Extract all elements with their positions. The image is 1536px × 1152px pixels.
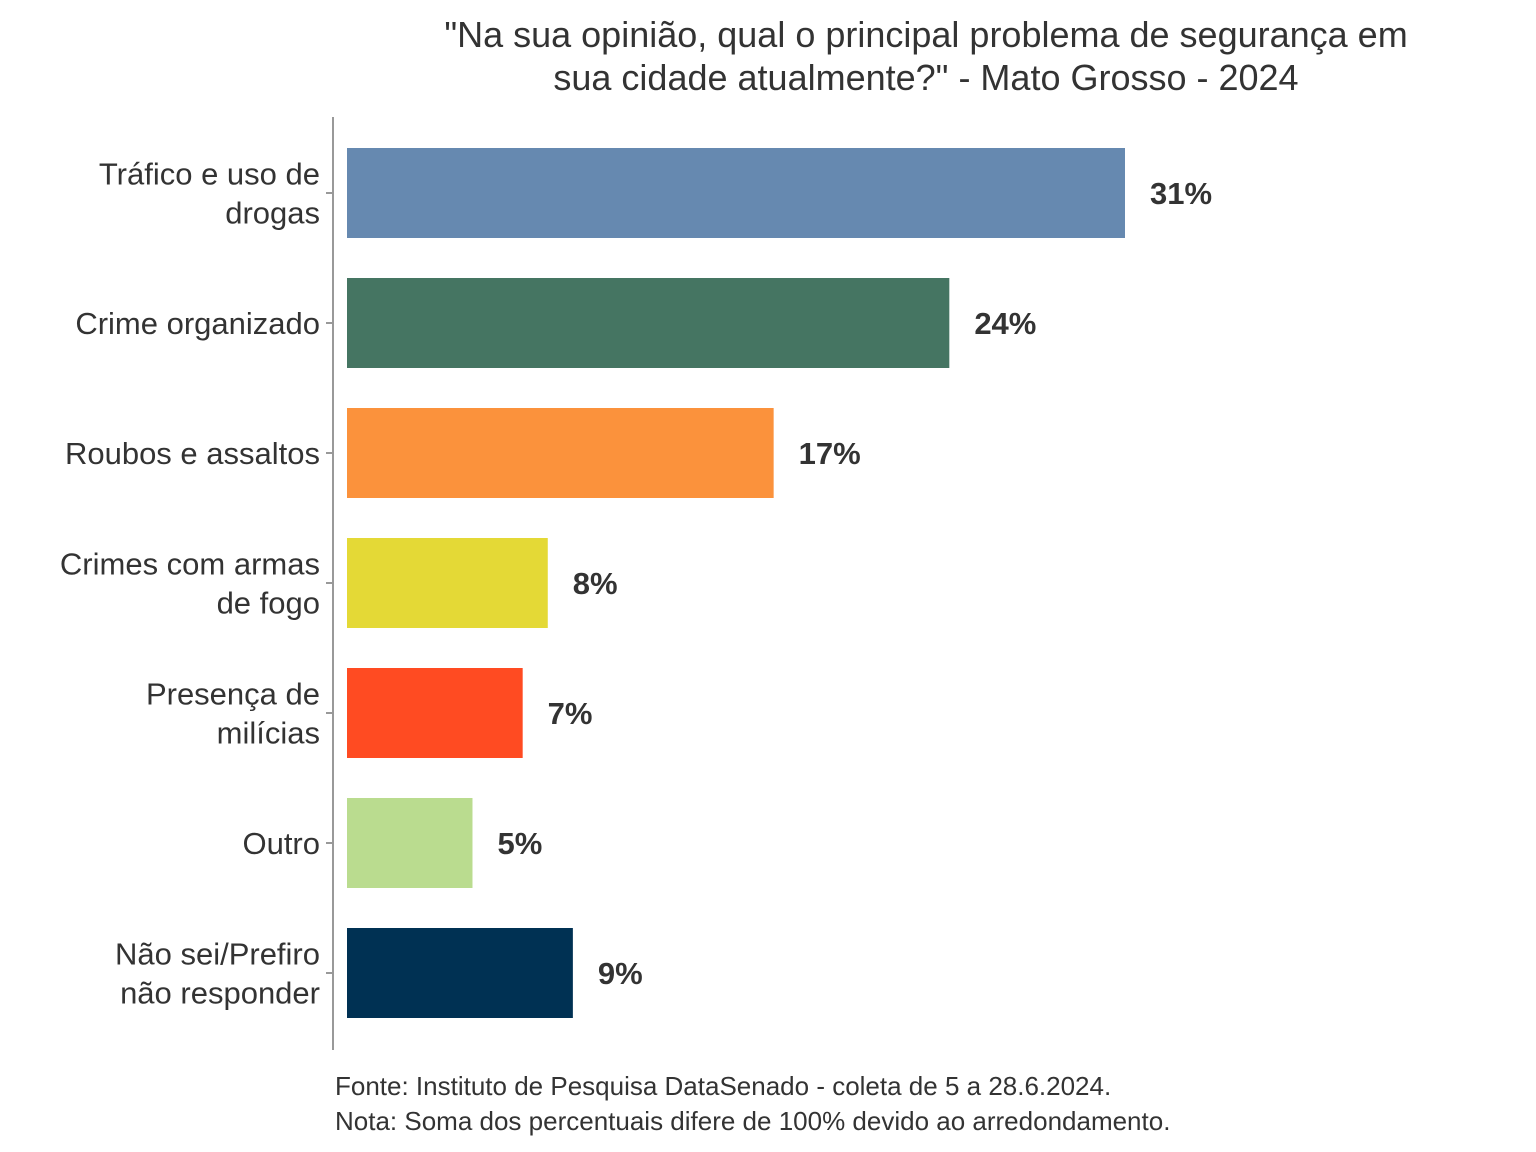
category-label: Crime organizado xyxy=(75,306,320,341)
chart-title: "Na sua opinião, qual o principal proble… xyxy=(444,14,1407,98)
category-label: de fogo xyxy=(217,586,320,621)
bars-group xyxy=(347,148,1125,1018)
category-label: não responder xyxy=(120,976,320,1011)
value-label: 31% xyxy=(1150,176,1212,211)
value-label: 7% xyxy=(548,696,593,731)
value-label: 17% xyxy=(799,436,861,471)
category-label: drogas xyxy=(225,196,320,231)
value-labels: 31% 24% 17% 8% 7% 5% 9% xyxy=(497,176,1212,991)
category-label: Outro xyxy=(242,826,320,861)
bar-3 xyxy=(347,408,774,498)
bar-7 xyxy=(347,928,573,1018)
value-label: 8% xyxy=(573,566,618,601)
footnotes: Fonte: Instituto de Pesquisa DataSenado … xyxy=(335,1071,1170,1136)
chart-title-line: sua cidade atualmente?" - Mato Grosso - … xyxy=(553,57,1298,98)
chart-title-line: "Na sua opinião, qual o principal proble… xyxy=(444,14,1407,55)
footnote: Nota: Soma dos percentuais difere de 100… xyxy=(335,1106,1170,1136)
bar-4 xyxy=(347,538,548,628)
y-axis-ticks xyxy=(326,192,333,974)
bar-2 xyxy=(347,278,950,368)
category-label: Não sei/Prefiro xyxy=(115,937,320,972)
category-label: Tráfico e uso de xyxy=(99,157,320,192)
category-labels: Tráfico e uso de drogas Crime organizado Ro… xyxy=(60,157,320,1011)
category-label: milícias xyxy=(217,716,320,751)
category-label: Crimes com armas xyxy=(60,547,320,582)
value-label: 9% xyxy=(598,956,643,991)
source-note: Fonte: Instituto de Pesquisa DataSenado … xyxy=(335,1071,1111,1101)
bar-1 xyxy=(347,148,1125,238)
value-label: 5% xyxy=(497,826,542,861)
value-label: 24% xyxy=(974,306,1036,341)
bar-5 xyxy=(347,668,523,758)
bar-6 xyxy=(347,798,473,888)
category-label: Roubos e assaltos xyxy=(65,436,320,471)
category-label: Presença de xyxy=(146,677,320,712)
